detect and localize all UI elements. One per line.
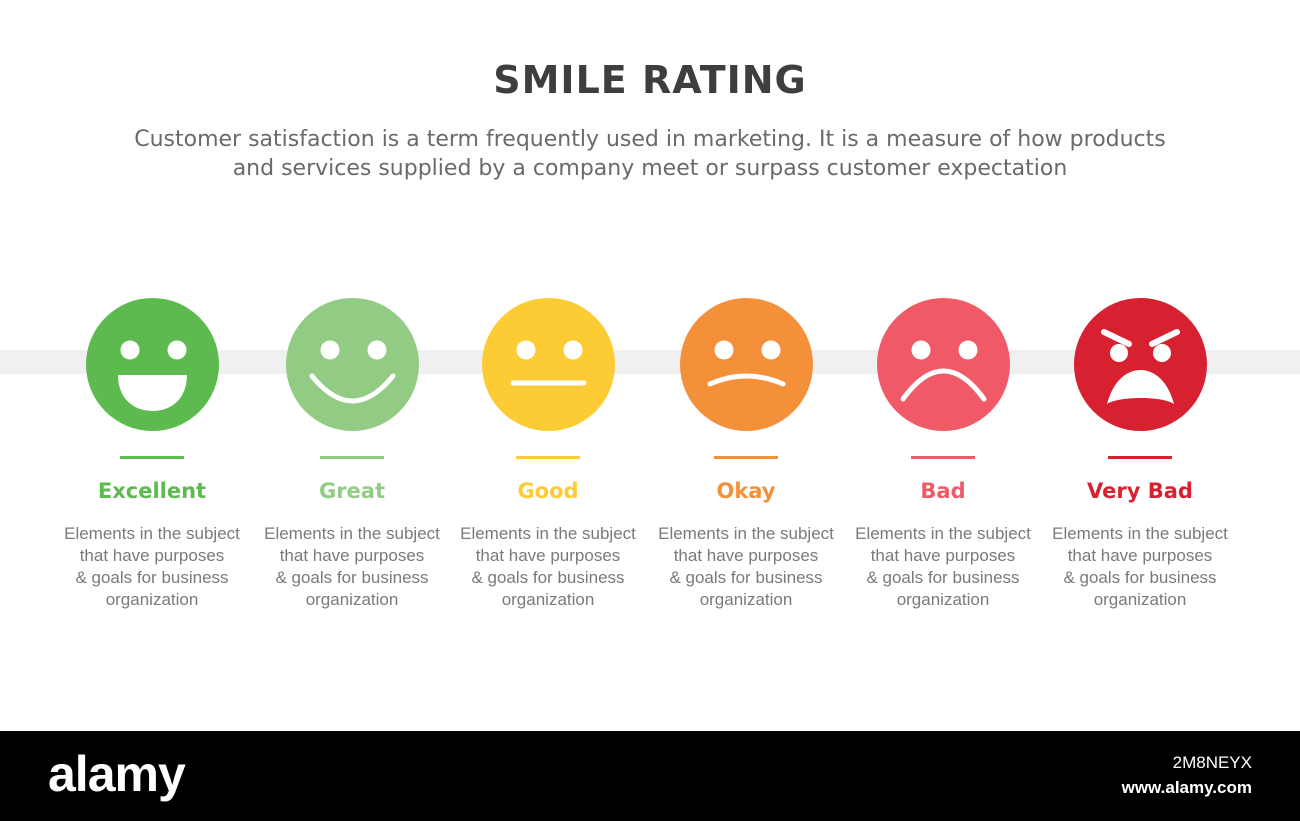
description-line: that have purposes [475, 546, 621, 565]
description-line: that have purposes [79, 546, 225, 565]
subtitle-line: and services supplied by a company meet … [232, 156, 1068, 181]
excellent-description: Elements in the subject that have purpos… [52, 523, 252, 611]
good-description: Elements in the subject that have purpos… [448, 523, 648, 611]
excellent-underline [120, 456, 184, 459]
rating-item-excellent: Excellent Elements in the subject that h… [52, 298, 252, 618]
description-line: organization [896, 590, 990, 609]
description-line: organization [501, 590, 595, 609]
description-line: Elements in the subject [460, 524, 636, 543]
very-bad-face-icon [1074, 298, 1207, 431]
brand-logo: alamy [48, 746, 186, 802]
okay-face-icon [680, 298, 813, 431]
bad-label: Bad [920, 479, 966, 503]
description-line: & goals for business [471, 568, 625, 587]
description-line: Elements in the subject [855, 524, 1031, 543]
description-line: & goals for business [75, 568, 229, 587]
great-description: Elements in the subject that have purpos… [252, 523, 452, 611]
description-line: Elements in the subject [64, 524, 240, 543]
description-line: organization [699, 590, 793, 609]
good-face-icon [482, 298, 615, 431]
footer-bar: alamy 2M8NEYX www.alamy.com [0, 731, 1300, 821]
very-bad-label: Very Bad [1087, 479, 1193, 503]
rating-item-bad: Bad Elements in the subject that have pu… [843, 298, 1043, 618]
description-line: & goals for business [669, 568, 823, 587]
bad-face-icon [877, 298, 1010, 431]
description-line: that have purposes [279, 546, 425, 565]
great-label: Great [318, 479, 386, 503]
site-url: www.alamy.com [1121, 778, 1252, 797]
okay-description: Elements in the subject that have purpos… [646, 523, 846, 611]
image-id: 2M8NEYX [1172, 753, 1252, 772]
description-line: & goals for business [866, 568, 1020, 587]
good-label: Good [517, 479, 579, 503]
okay-label: Okay [716, 479, 776, 503]
subtitle: Customer satisfaction is a term frequent… [90, 125, 1210, 183]
okay-underline [714, 456, 778, 459]
description-line: Elements in the subject [1052, 524, 1228, 543]
description-line: that have purposes [673, 546, 819, 565]
excellent-label: Excellent [97, 479, 207, 503]
very-bad-underline [1108, 456, 1172, 459]
great-underline [320, 456, 384, 459]
rating-item-good: Good Elements in the subject that have p… [448, 298, 648, 618]
bad-underline [911, 456, 975, 459]
description-line: organization [105, 590, 199, 609]
description-line: Elements in the subject [658, 524, 834, 543]
description-line: that have purposes [870, 546, 1016, 565]
description-line: organization [305, 590, 399, 609]
description-line: & goals for business [275, 568, 429, 587]
very-bad-description: Elements in the subject that have purpos… [1040, 523, 1240, 611]
description-line: that have purposes [1067, 546, 1213, 565]
description-line: organization [1093, 590, 1187, 609]
page-title: SMILE RATING [493, 58, 807, 102]
rating-item-okay: Okay Elements in the subject that have p… [646, 298, 846, 618]
bad-description: Elements in the subject that have purpos… [843, 523, 1043, 611]
excellent-face-icon [86, 298, 219, 431]
description-line: & goals for business [1063, 568, 1217, 587]
description-line: Elements in the subject [264, 524, 440, 543]
rating-item-very-bad: Very Bad Elements in the subject that ha… [1040, 298, 1240, 618]
good-underline [516, 456, 580, 459]
rating-item-great: Great Elements in the subject that have … [252, 298, 452, 618]
subtitle-line: Customer satisfaction is a term frequent… [134, 127, 1166, 152]
great-face-icon [286, 298, 419, 431]
